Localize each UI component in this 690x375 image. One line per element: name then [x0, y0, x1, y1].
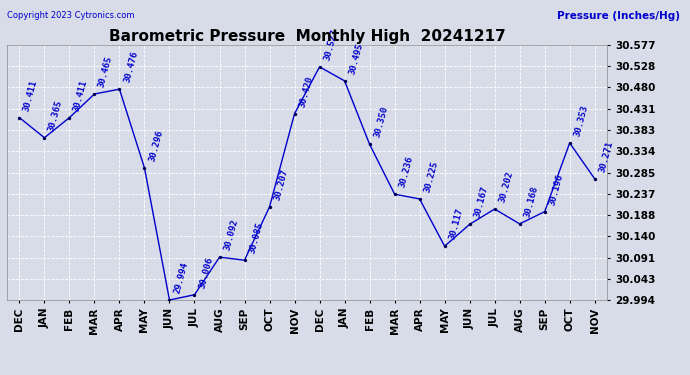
- Text: 30.365: 30.365: [47, 99, 64, 132]
- Text: 30.167: 30.167: [473, 185, 489, 219]
- Text: 30.476: 30.476: [122, 50, 139, 84]
- Title: Barometric Pressure  Monthly High  20241217: Barometric Pressure Monthly High 2024121…: [109, 29, 505, 44]
- Point: [439, 243, 450, 249]
- Point: [489, 206, 500, 212]
- Point: [564, 140, 575, 146]
- Point: [164, 297, 175, 303]
- Point: [364, 141, 375, 147]
- Text: 30.296: 30.296: [147, 129, 164, 162]
- Point: [139, 165, 150, 171]
- Text: 30.271: 30.271: [598, 140, 615, 173]
- Text: 30.117: 30.117: [447, 207, 464, 241]
- Point: [14, 115, 25, 121]
- Point: [464, 221, 475, 227]
- Text: 30.527: 30.527: [322, 28, 339, 62]
- Text: 30.411: 30.411: [72, 79, 89, 112]
- Text: 30.350: 30.350: [373, 105, 389, 139]
- Point: [389, 191, 400, 197]
- Text: 29.994: 29.994: [172, 261, 189, 294]
- Point: [339, 78, 350, 84]
- Text: 30.092: 30.092: [222, 218, 239, 252]
- Point: [214, 254, 225, 260]
- Text: 30.411: 30.411: [22, 79, 39, 112]
- Text: 30.353: 30.353: [573, 104, 589, 137]
- Text: 30.207: 30.207: [273, 168, 289, 201]
- Text: 30.420: 30.420: [297, 75, 315, 108]
- Point: [64, 115, 75, 121]
- Point: [264, 204, 275, 210]
- Text: 30.495: 30.495: [347, 42, 364, 75]
- Point: [114, 86, 125, 92]
- Text: 30.225: 30.225: [422, 160, 440, 194]
- Point: [314, 64, 325, 70]
- Text: 30.465: 30.465: [97, 55, 115, 88]
- Text: 30.085: 30.085: [247, 221, 264, 255]
- Text: 30.196: 30.196: [547, 172, 564, 206]
- Text: 30.202: 30.202: [497, 170, 515, 204]
- Text: 30.236: 30.236: [397, 155, 415, 189]
- Point: [514, 221, 525, 227]
- Point: [239, 257, 250, 263]
- Point: [39, 135, 50, 141]
- Text: 30.168: 30.168: [522, 185, 540, 218]
- Point: [189, 292, 200, 298]
- Point: [414, 196, 425, 202]
- Text: 30.006: 30.006: [197, 256, 215, 289]
- Text: Copyright 2023 Cytronics.com: Copyright 2023 Cytronics.com: [7, 11, 135, 20]
- Text: Pressure (Inches/Hg): Pressure (Inches/Hg): [557, 11, 680, 21]
- Point: [89, 91, 100, 97]
- Point: [589, 176, 600, 182]
- Point: [289, 111, 300, 117]
- Point: [539, 209, 550, 214]
